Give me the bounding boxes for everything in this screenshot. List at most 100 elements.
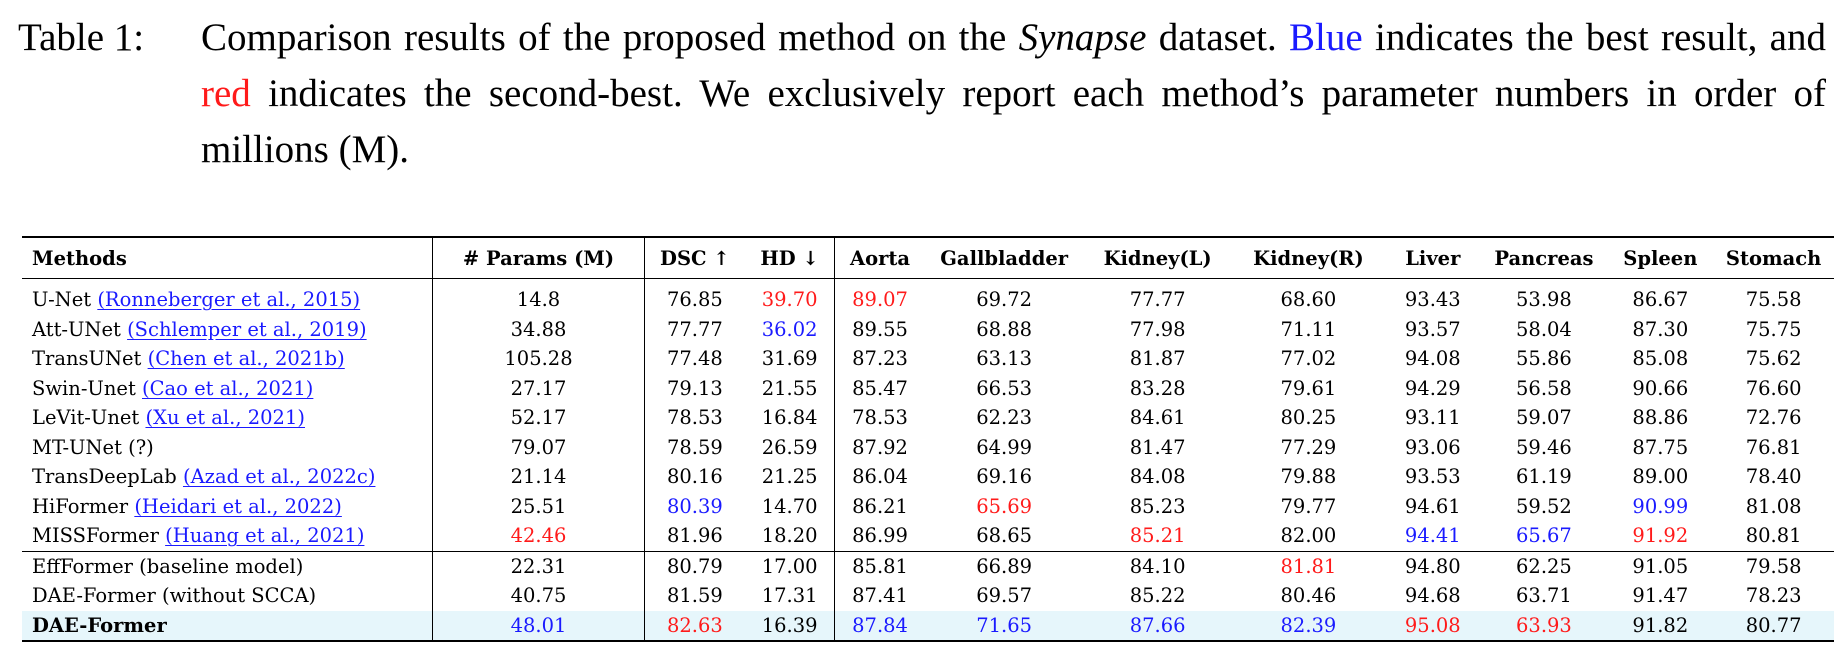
citation-link[interactable]: (Azad et al., 2022c): [182, 465, 376, 489]
table-cell: 81.08: [1745, 494, 1802, 518]
table-cell: 80.25: [1280, 406, 1337, 430]
table-caption: Table 1: Comparison results of the propo…: [18, 10, 1838, 178]
table-cell: 68.60: [1280, 288, 1337, 312]
method-label: Att-UNet: [32, 317, 121, 341]
results-table: Methods # Params (M) DSC ↑ HD ↓ Aorta Gallbla…: [22, 236, 1834, 642]
table-cell: 91.05: [1607, 550, 1714, 581]
column-header: Gallbladder: [940, 246, 1069, 270]
table-cell: 93.53: [1404, 465, 1461, 489]
table-row: MT-UNet (?) 79.07 78.59 26.59 87.92 64.99 81.4…: [22, 432, 1834, 462]
citation-link[interactable]: (Chen et al., 2021b): [147, 347, 345, 371]
table-cell: 26.59: [744, 432, 836, 462]
table-cell: 21.55: [744, 373, 836, 403]
caption-part: indicates the second-best. We exclusivel…: [201, 72, 1826, 171]
table-cell: 69.16: [976, 465, 1033, 489]
table-row: TransDeepLab (Azad et al., 2022c) 21.14 80…: [22, 462, 1834, 492]
table-cell: 80.81: [1745, 524, 1802, 548]
table-cell: 71.11: [1280, 317, 1337, 341]
method-name: MISSFormer (Huang et al., 2021): [22, 521, 434, 551]
table-cell: 94.61: [1404, 494, 1461, 518]
table-row: DAE-Former 48.01 82.63 16.39 87.84 71.65 87.66…: [22, 610, 1834, 641]
table-cell: 16.39: [744, 610, 836, 641]
method-name: Swin-Unet (Cao et al., 2021): [22, 373, 434, 403]
table-cell: 59.07: [1516, 406, 1572, 430]
column-header: Spleen: [1623, 246, 1698, 270]
table-cell: 85.81: [834, 550, 925, 581]
column-header: Pancreas: [1494, 246, 1594, 270]
method-name: DAE-Former: [22, 610, 434, 641]
table-cell: 94.08: [1404, 347, 1461, 371]
citation-link[interactable]: (Schlemper et al., 2019): [127, 317, 367, 341]
method-name: Att-UNet (Schlemper et al., 2019): [22, 314, 434, 344]
table-cell: 78.53: [852, 406, 908, 430]
table-cell: 63.13: [976, 347, 1033, 371]
table-cell: 79.77: [1280, 494, 1337, 518]
table-row: Att-UNet (Schlemper et al., 2019) 34.88 77…: [22, 314, 1834, 344]
table-cell: 84.08: [1129, 465, 1186, 489]
method-name: TransDeepLab (Azad et al., 2022c): [22, 462, 434, 492]
table-cell: 56.58: [1516, 376, 1572, 400]
table-cell: 82.00: [1280, 524, 1337, 548]
table-cell: 86.67: [1632, 288, 1689, 312]
citation-link[interactable]: (Cao et al., 2021): [142, 376, 314, 400]
table-cell: 61.19: [1516, 465, 1572, 489]
table-cell: 87.84: [834, 610, 925, 641]
method-name: U-Net (Ronneberger et al., 2015): [22, 278, 434, 315]
table-cell: 14.8: [432, 278, 645, 315]
table-cell: 85.23: [1129, 494, 1186, 518]
method-name: TransUNet (Chen et al., 2021b): [22, 344, 434, 374]
method-label: Swin-Unet: [32, 376, 136, 400]
table-cell: 85.22: [1129, 584, 1186, 608]
table-cell: 80.16: [666, 465, 723, 489]
table-cell: 76.60: [1745, 376, 1802, 400]
table-cell: 77.77: [666, 317, 723, 341]
table-cell: 79.07: [432, 432, 645, 462]
table-cell: 89.55: [852, 317, 908, 341]
table-row: Swin-Unet (Cao et al., 2021) 27.17 79.13 21…: [22, 373, 1834, 403]
table-cell: 17.00: [744, 550, 836, 581]
table-cell: 88.86: [1632, 406, 1689, 430]
caption-red-word: red: [201, 72, 251, 115]
method-label: DAE-Former: [32, 613, 167, 637]
table-row: MISSFormer (Huang et al., 2021) 42.46 81.9…: [22, 521, 1834, 551]
table-cell: 82.63: [644, 610, 745, 641]
column-header: Liver: [1405, 246, 1461, 270]
method-name: HiFormer (Heidari et al., 2022): [22, 491, 434, 521]
table-cell: 63.71: [1516, 584, 1572, 608]
table-row: EffFormer (baseline model) 22.31 80.79 17.0…: [22, 550, 1834, 581]
table-cell: 86.21: [852, 494, 908, 518]
table-cell: 18.20: [744, 521, 836, 551]
table-cell: 78.23: [1745, 584, 1802, 608]
table-cell: 81.59: [666, 584, 723, 608]
column-header: Kidney(L): [1103, 246, 1212, 270]
table-cell: 65.67: [1516, 524, 1572, 548]
table-cell: 36.02: [744, 314, 836, 344]
method-label: MT-UNet (?): [32, 435, 154, 459]
citation-link[interactable]: (Xu et al., 2021): [145, 406, 305, 430]
table-cell: 84.10: [1083, 550, 1232, 581]
citation-link[interactable]: (Ronneberger et al., 2015): [97, 288, 361, 312]
table-cell: 69.72: [976, 288, 1033, 312]
table-row: DAE-Former (without SCCA) 40.75 81.59 17.31…: [22, 581, 1834, 611]
table-row: LeVit-Unet (Xu et al., 2021) 52.17 78.53 16…: [22, 403, 1834, 433]
table-cell: 76.85: [666, 288, 723, 312]
caption-part: Comparison results of the proposed metho…: [201, 16, 1019, 59]
table-cell: 76.81: [1745, 435, 1802, 459]
table-cell: 90.66: [1632, 376, 1689, 400]
table-cell: 42.46: [432, 521, 645, 551]
method-label: MISSFormer: [32, 524, 159, 548]
table-cell: 72.76: [1745, 406, 1802, 430]
table-cell: 87.75: [1632, 435, 1689, 459]
table-cell: 69.57: [976, 584, 1033, 608]
table-cell: 81.96: [666, 524, 723, 548]
table-cell: 85.21: [1129, 524, 1186, 548]
citation-link[interactable]: (Huang et al., 2021): [165, 524, 365, 548]
table-cell: 59.52: [1516, 494, 1572, 518]
table-cell: 91.47: [1632, 584, 1689, 608]
citation-link[interactable]: (Heidari et al., 2022): [134, 494, 342, 518]
table-cell: 21.14: [432, 462, 645, 492]
method-name: EffFormer (baseline model): [22, 550, 434, 581]
table-cell: 94.68: [1404, 584, 1461, 608]
table-row: HiFormer (Heidari et al., 2022) 25.51 80.3…: [22, 491, 1834, 521]
caption-blue-word: Blue: [1289, 16, 1363, 59]
